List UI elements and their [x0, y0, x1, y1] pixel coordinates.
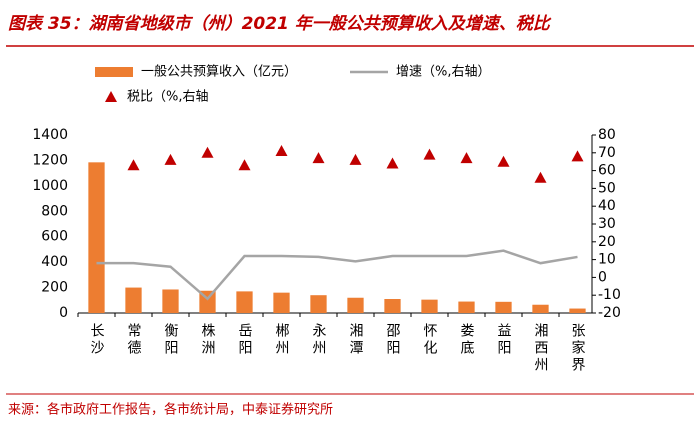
x-tick-label: 长沙: [89, 323, 105, 357]
y2-tick-label: 10: [598, 252, 616, 268]
y-tick-label: 0: [59, 305, 68, 321]
bar: [273, 292, 290, 313]
bar: [384, 299, 401, 313]
source: 来源：各市政府工作报告，各市统计局，中泰证券研究所: [8, 402, 333, 418]
y-tick-label: 1400: [32, 127, 68, 143]
triangle-marker: [423, 148, 436, 160]
y2-tick-label: 0: [598, 269, 607, 285]
x-tick-label: 衡阳: [163, 323, 179, 357]
line: [96, 249, 578, 301]
triangle-marker: [460, 152, 473, 164]
y2-tick-label: 70: [598, 145, 616, 161]
x-tick-label: 益阳: [496, 323, 512, 357]
triangle-marker: [164, 153, 177, 165]
legend-label: 税比（%,右轴: [127, 90, 209, 105]
x-tick-label: 岳阳: [237, 323, 253, 357]
triangle-marker: [534, 171, 547, 183]
x-tick-label: 永州: [311, 323, 327, 357]
y-tick-label: 1200: [32, 152, 68, 168]
y2-tick-label: -20: [598, 305, 621, 321]
y-tick-label: 200: [41, 280, 68, 296]
y2-tick-label: 30: [598, 216, 616, 232]
y-tick-label: 1000: [32, 178, 68, 194]
bar: [88, 162, 105, 313]
bar: [162, 289, 179, 313]
x-tick-label: 湘西州: [533, 323, 549, 374]
y2-tick-label: -10: [598, 287, 621, 303]
bar: [569, 308, 586, 313]
y2-tick-label: 60: [598, 163, 616, 179]
x-tick-label: 邵阳: [385, 323, 401, 357]
y-tick-label: 600: [41, 229, 68, 245]
bar: [532, 304, 549, 313]
triangle-marker: [127, 159, 140, 171]
legend-label: 增速（%,右轴）: [396, 65, 491, 80]
triangle-marker: [312, 152, 325, 164]
bar: [125, 287, 142, 313]
legend-label: 一般公共预算收入（亿元）: [141, 64, 297, 80]
chart-title: 图表 35：湖南省地级市（州）2021 年一般公共预算收入及增速、税比: [8, 14, 552, 34]
triangle-marker: [497, 155, 510, 167]
y2-tick-label: 50: [598, 180, 616, 196]
x-tick-label: 株洲: [200, 323, 216, 357]
x-tick-label: 怀化: [422, 323, 438, 357]
bar: [421, 299, 438, 313]
x-tick-label: 郴州: [274, 323, 290, 357]
y-tick-label: 800: [41, 203, 68, 219]
bar: [495, 301, 512, 313]
legend-swatch: [95, 67, 133, 77]
legend-swatch: [105, 91, 117, 102]
y-tick-label: 400: [41, 254, 68, 270]
bar: [236, 291, 253, 313]
bar: [310, 295, 327, 313]
bar: [347, 297, 364, 313]
x-tick-label: 张家界: [570, 323, 586, 374]
x-tick-label: 常德: [126, 323, 142, 357]
triangle-marker: [275, 145, 288, 157]
x-tick-label: 湘潭: [348, 323, 364, 357]
y2-tick-label: 80: [598, 127, 616, 143]
triangle-marker: [238, 159, 251, 171]
triangle-marker: [386, 157, 399, 169]
y2-tick-label: 20: [598, 234, 616, 250]
triangle-marker: [349, 153, 362, 165]
y2-tick-label: 40: [598, 198, 616, 214]
triangle-marker: [201, 146, 214, 158]
x-tick-label: 娄底: [459, 323, 475, 357]
triangle-marker: [571, 150, 584, 162]
bar: [458, 301, 475, 313]
